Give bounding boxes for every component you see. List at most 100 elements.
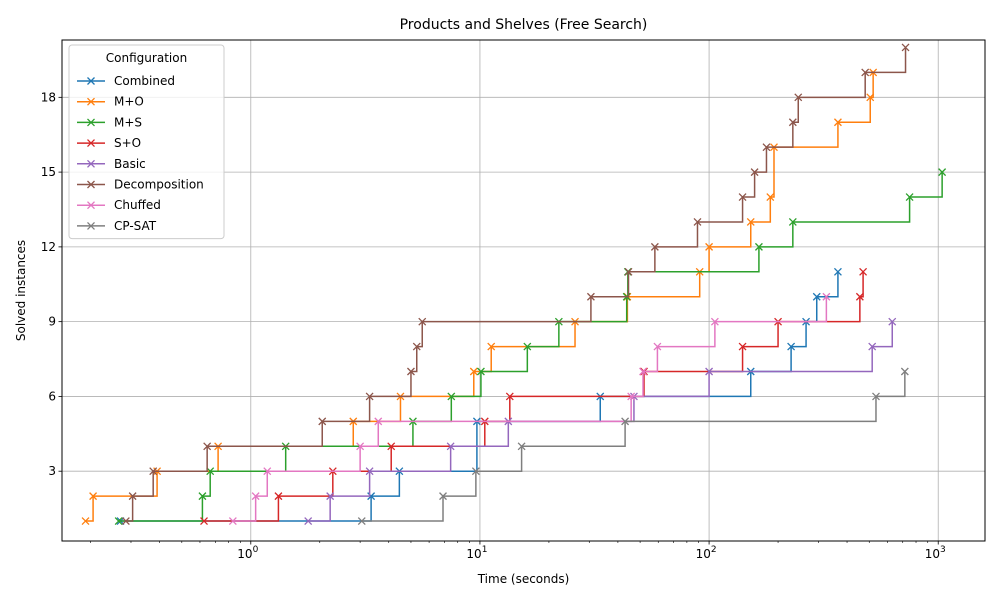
- data-point-m-o: [833, 118, 842, 127]
- data-point-basic: [365, 467, 374, 476]
- legend-marker: [87, 221, 95, 230]
- data-point-m-s: [198, 492, 207, 501]
- data-point-s-o: [738, 342, 747, 351]
- plot-frame: [61, 39, 986, 542]
- legend-box: [68, 44, 225, 240]
- data-point-s-o: [200, 517, 208, 526]
- data-point-basic: [888, 317, 897, 326]
- y-tick-label: 12: [41, 240, 56, 254]
- series-layer: [81, 43, 947, 526]
- data-point-decomposition: [693, 217, 702, 226]
- data-point-m-s: [905, 193, 914, 201]
- series-decomposition: [121, 43, 910, 526]
- data-point-decomposition: [794, 93, 803, 102]
- data-point-chuffed: [627, 392, 636, 401]
- data-point-m-o: [746, 217, 755, 226]
- legend-item-m-s: M+S: [77, 115, 142, 129]
- data-point-cp-sat: [471, 467, 480, 476]
- data-point-cp-sat: [357, 517, 366, 526]
- legend-marker: [87, 159, 95, 168]
- data-point-cp-sat: [621, 417, 630, 426]
- data-point-decomposition: [650, 242, 659, 251]
- series-line-decomposition: [125, 47, 907, 522]
- data-point-combined: [787, 342, 796, 351]
- data-point-basic: [868, 342, 877, 351]
- legend-entries: Combined M+O M+S S+O Basic Decomposition Chuff…: [77, 74, 204, 233]
- legend-label: CP-SAT: [114, 219, 157, 233]
- legend-label: M+O: [114, 95, 144, 109]
- data-point-m-o: [866, 93, 875, 102]
- data-point-m-o: [469, 367, 478, 376]
- series-m-s: [114, 168, 947, 526]
- legend-label: Decomposition: [114, 178, 204, 192]
- data-point-chuffed: [263, 467, 272, 476]
- data-point-m-o: [81, 517, 90, 526]
- legend-marker: [87, 139, 95, 148]
- data-point-basic: [304, 517, 313, 526]
- legend-marker: [87, 201, 95, 210]
- data-point-chuffed: [710, 317, 719, 326]
- data-point-decomposition: [418, 317, 427, 326]
- data-point-basic: [326, 492, 335, 501]
- data-point-decomposition: [412, 342, 421, 351]
- data-point-combined: [812, 292, 821, 301]
- data-point-decomposition: [624, 267, 633, 276]
- data-point-basic: [705, 367, 714, 376]
- data-point-m-s: [114, 517, 123, 526]
- data-point-basic: [446, 442, 455, 451]
- y-tick-label: 15: [41, 165, 56, 179]
- data-point-s-o: [387, 442, 396, 451]
- data-point-decomposition: [586, 292, 595, 301]
- data-point-cp-sat: [900, 367, 909, 376]
- data-point-decomposition: [738, 193, 747, 201]
- data-point-decomposition: [365, 392, 374, 401]
- data-point-chuffed: [228, 517, 237, 526]
- data-point-decomposition: [762, 143, 771, 152]
- legend-item-chuffed: Chuffed: [77, 198, 161, 212]
- data-point-decomposition: [318, 417, 327, 426]
- legend-label: Basic: [114, 157, 146, 171]
- data-point-combined: [367, 492, 376, 501]
- data-point-combined: [833, 267, 842, 276]
- y-tick-label: 18: [41, 90, 56, 104]
- data-point-decomposition: [901, 43, 910, 52]
- data-point-decomposition: [406, 367, 415, 376]
- data-point-cp-sat: [439, 492, 447, 501]
- data-point-chuffed: [374, 417, 383, 426]
- chart-title: Products and Shelves (Free Search): [400, 17, 648, 33]
- data-point-decomposition: [149, 467, 158, 476]
- data-point-decomposition: [861, 68, 870, 77]
- data-point-m-s: [754, 242, 763, 251]
- data-point-s-o: [855, 292, 864, 301]
- data-point-cp-sat: [872, 392, 880, 401]
- legend-item-cp-sat: CP-SAT: [77, 219, 157, 233]
- x-axis-label: Time (seconds): [477, 572, 570, 586]
- data-point-s-o: [274, 492, 283, 501]
- data-point-cp-sat: [517, 442, 526, 451]
- data-point-m-o: [766, 193, 775, 201]
- legend-marker: [87, 77, 95, 85]
- legend-item-m-o: M+O: [77, 95, 144, 109]
- data-point-m-s: [788, 217, 797, 226]
- legend-label: M+S: [114, 115, 142, 129]
- data-point-m-o: [487, 342, 496, 351]
- data-point-decomposition: [203, 442, 212, 451]
- data-point-s-o: [505, 392, 514, 401]
- legend-label: S+O: [114, 136, 141, 150]
- data-point-m-o: [705, 242, 714, 251]
- data-point-chuffed: [653, 342, 662, 351]
- y-axis-label: Solved instances: [14, 240, 28, 341]
- legend-marker: [87, 118, 95, 127]
- data-point-m-o: [89, 492, 98, 501]
- legend-marker: [87, 180, 95, 189]
- legend-label: Chuffed: [114, 198, 161, 212]
- legend-marker: [87, 97, 95, 106]
- legend-title: Configuration: [106, 51, 187, 65]
- legend-item-combined: Combined: [77, 74, 175, 88]
- legend-item-s-o: S+O: [77, 136, 141, 150]
- legend-item-decomposition: Decomposition: [77, 178, 204, 192]
- data-point-decomposition: [128, 492, 137, 501]
- legend-item-basic: Basic: [77, 157, 146, 171]
